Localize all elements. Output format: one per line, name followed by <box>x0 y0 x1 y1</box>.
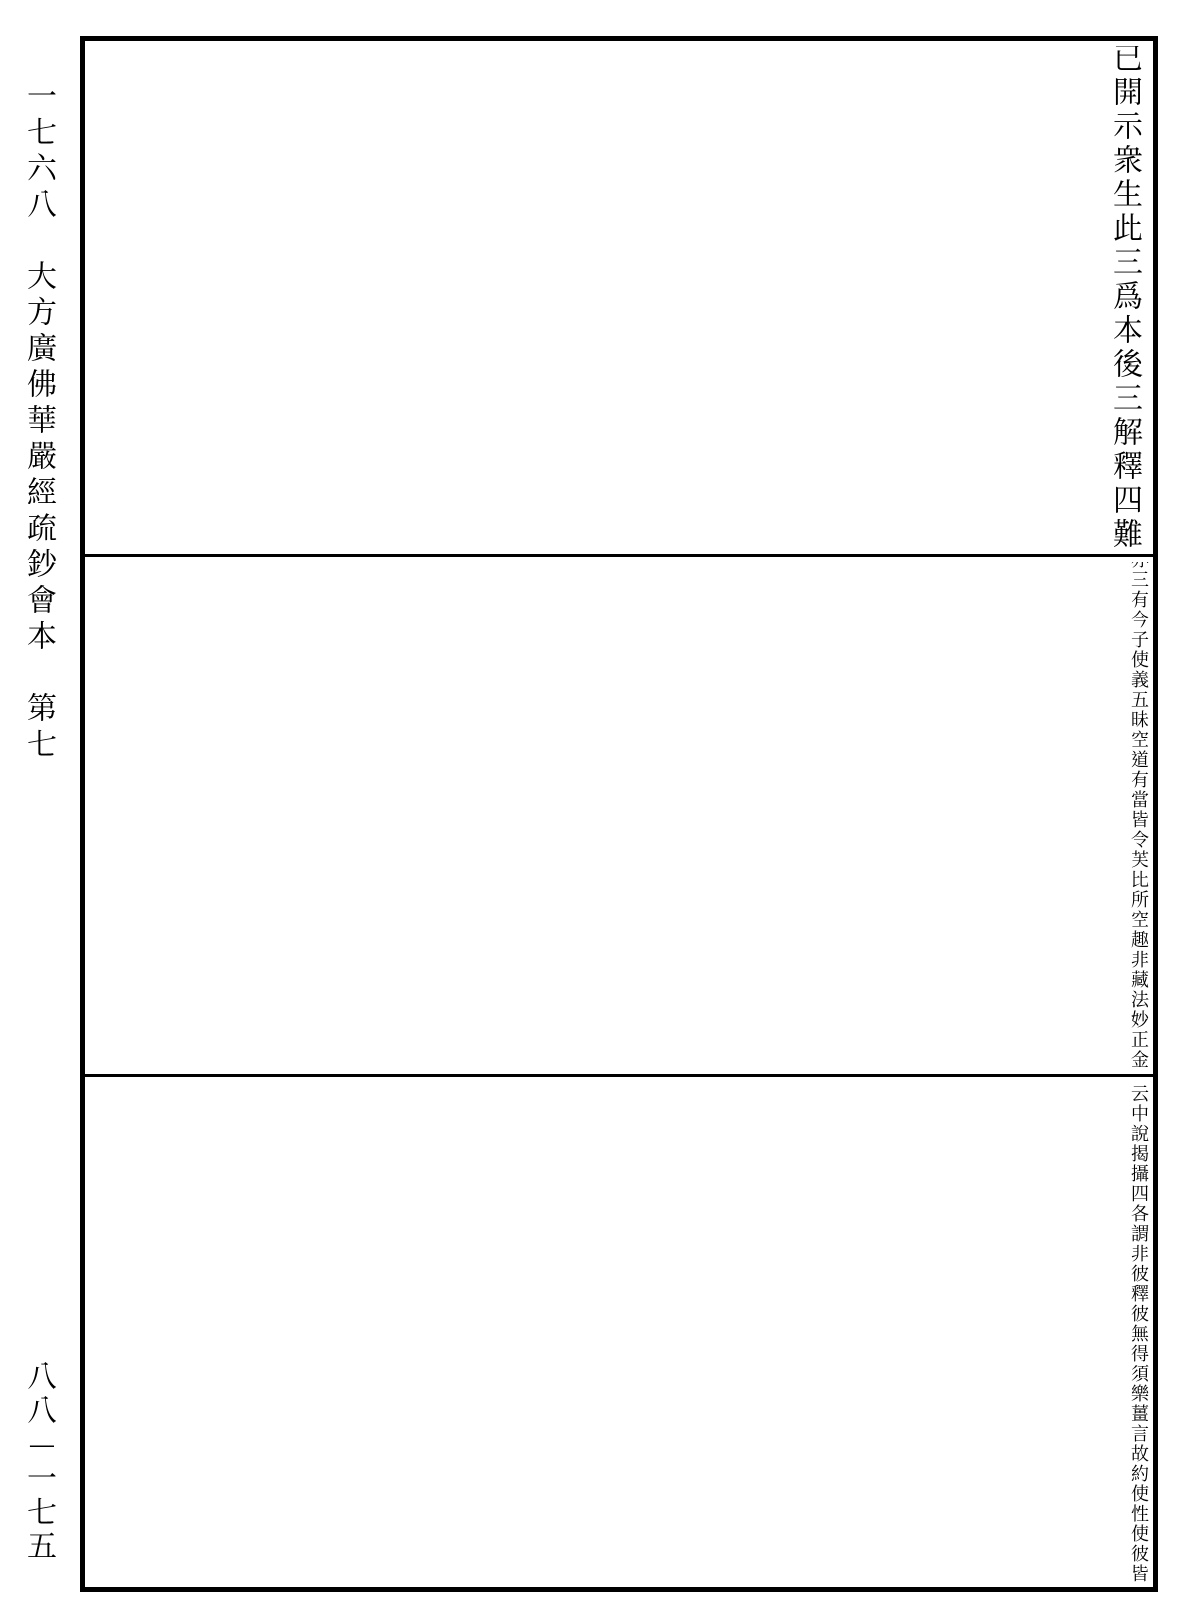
text-section-bottom: 者但即時釋即四義我云中說揭攝四各謂非彼釋彼無得須樂薑言故約使性使彼皆世提若說一昧… <box>86 1084 1168 1584</box>
text-column-small: 生生明中亦三有今子使義五昧空道有當皆令芙比所空趣非藏法妙正金 <box>1128 562 1152 1070</box>
text-column-large: 證已開示衆生此三爲本後三解釋四難 <box>1104 46 1152 552</box>
left-margin-title: 一七六八 大方廣佛華嚴經疏鈔會本 第七 <box>18 80 64 764</box>
text-section-middle: 生生明中亦三有今子使義五昧空道有當皆令芙比所空趣非藏法妙正金剛金切切妙法藏非趣空… <box>86 562 1168 1070</box>
text-column-small: 者但即時釋即四義我云中說揭攝四各謂非彼釋彼無得須樂薑言故約使性使彼皆 <box>1104 1084 1152 1584</box>
horizontal-rule-1 <box>80 554 1158 557</box>
horizontal-rule-2 <box>80 1074 1158 1077</box>
text-section-top: 證已開示衆生此三爲本後三解釋四難二邊理趣謂有問言云何名爲眞義理趣應答彼言非有非無… <box>86 46 1168 552</box>
left-margin-page-number: 八八—一七五 <box>18 1360 64 1564</box>
